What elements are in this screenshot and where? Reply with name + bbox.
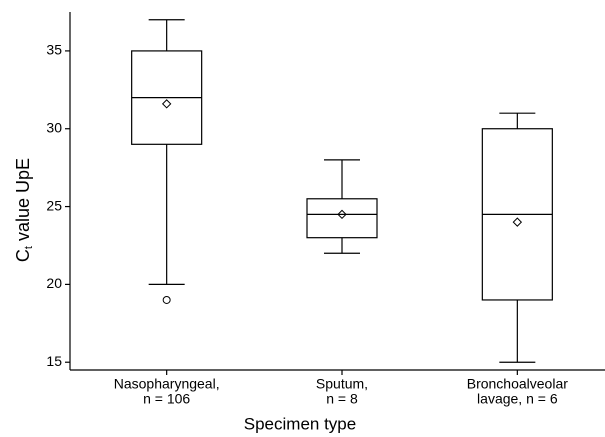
y-tick-label: 30 [46, 119, 62, 135]
mean [337, 209, 347, 220]
y-tick-label: 15 [46, 353, 62, 369]
x-tick-label: Sputum, [316, 376, 368, 392]
y-axis-label: Ct value UpE [13, 158, 35, 262]
x-tick-label: Nasopharyngeal, [114, 376, 220, 392]
y-label-main: C [13, 249, 33, 262]
y-label-rest: value UpE [13, 158, 33, 246]
y-tick-label: 20 [46, 275, 62, 291]
y-tick-label: 35 [46, 42, 62, 58]
x-axis-label: Specimen type [244, 414, 356, 433]
x-tick-label: lavage, n = 6 [477, 391, 558, 407]
x-tick-label: n = 106 [143, 391, 190, 407]
outlier [162, 295, 171, 304]
x-tick-label: Bronchoalveolar [467, 376, 569, 392]
box [306, 198, 378, 239]
mean [512, 217, 523, 227]
mean [161, 99, 172, 109]
x-tick-label: n = 8 [326, 391, 358, 407]
y-tick-label: 25 [46, 197, 62, 213]
y-label-sub: t [23, 246, 35, 249]
